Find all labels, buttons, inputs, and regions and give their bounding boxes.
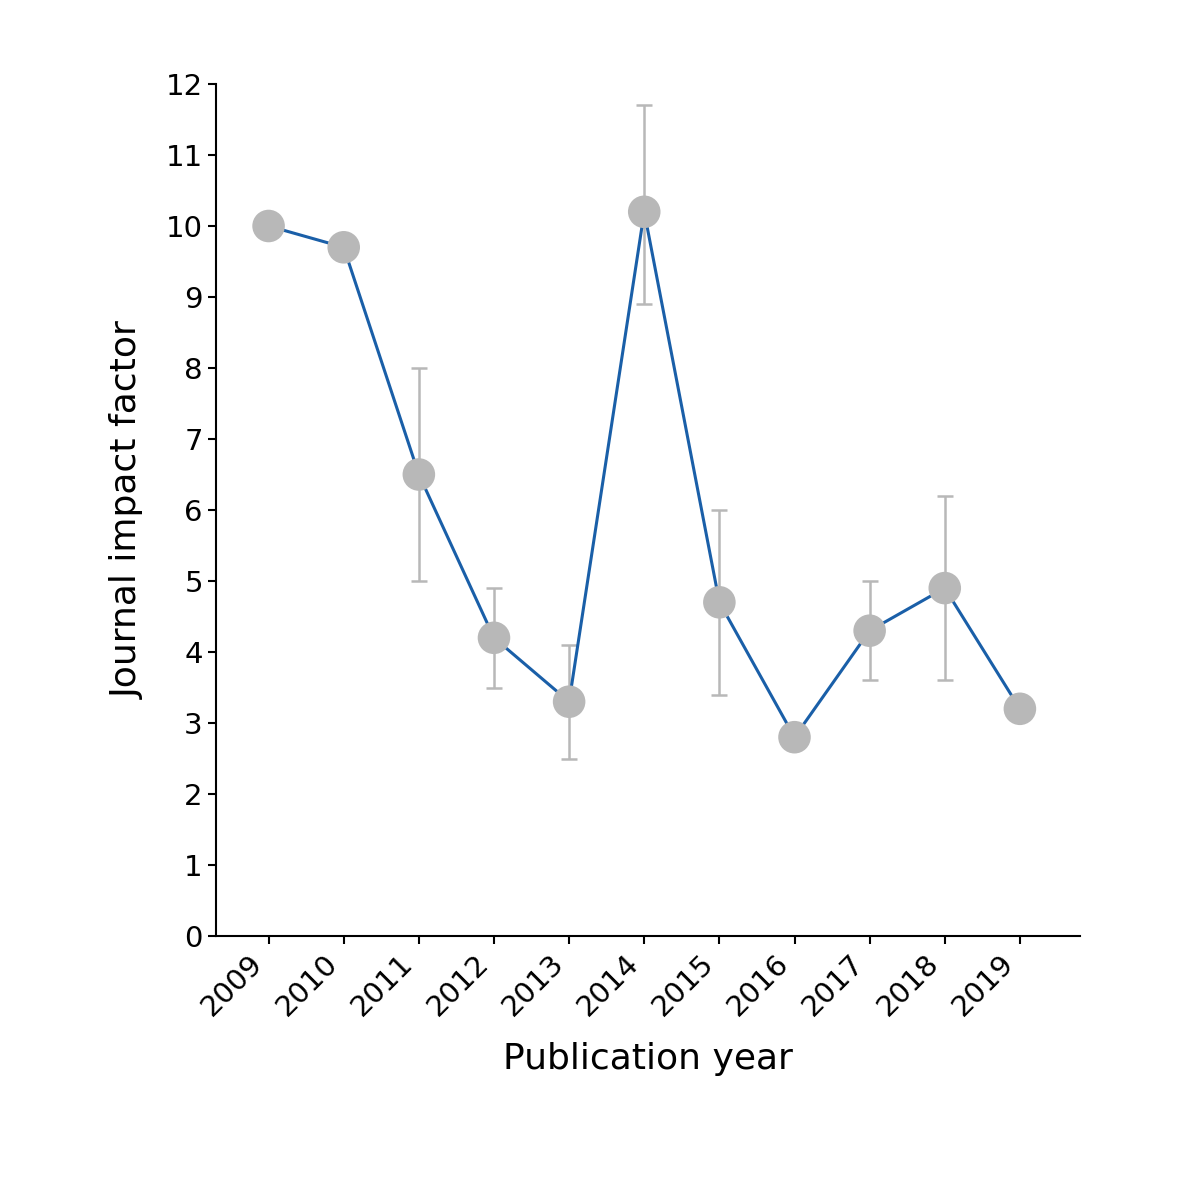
Point bbox=[485, 629, 504, 648]
Point bbox=[709, 593, 728, 612]
Y-axis label: Journal impact factor: Journal impact factor bbox=[110, 322, 145, 698]
Point bbox=[935, 578, 954, 598]
Point bbox=[559, 692, 578, 712]
Point bbox=[259, 216, 278, 235]
Point bbox=[334, 238, 353, 257]
Point bbox=[409, 464, 428, 484]
X-axis label: Publication year: Publication year bbox=[503, 1043, 793, 1076]
Point bbox=[785, 727, 804, 746]
Point bbox=[1010, 700, 1030, 719]
Point bbox=[860, 622, 880, 641]
Point bbox=[635, 203, 654, 222]
